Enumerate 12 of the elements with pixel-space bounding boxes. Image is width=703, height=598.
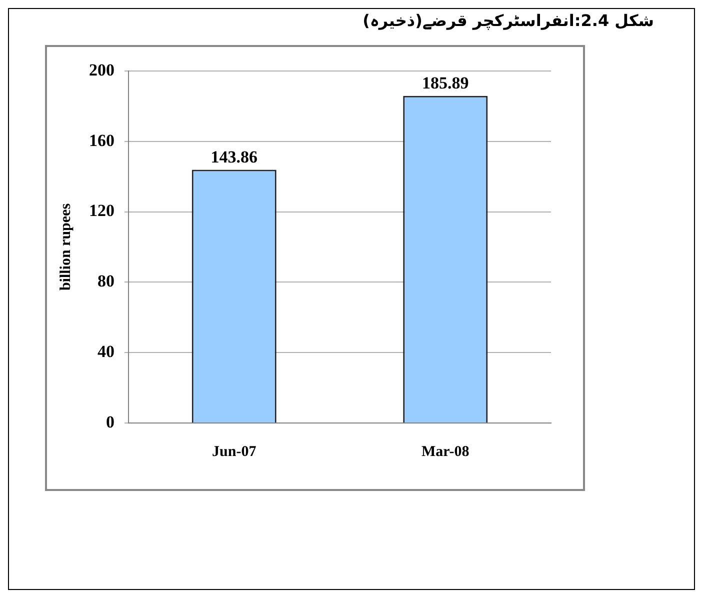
chart-title: شکل 2.4:انفراسٹرکچر قرضے(ذخیرہ) (362, 11, 654, 30)
data-label: 185.89 (422, 74, 469, 93)
x-tick-label: Jun-07 (212, 444, 257, 460)
y-tick-label: 200 (89, 60, 114, 80)
x-tick-label: Mar-08 (421, 444, 470, 460)
y-tick-label: 0 (106, 412, 114, 432)
y-tick-label: 120 (89, 201, 114, 220)
y-tick-label: 40 (98, 342, 114, 361)
y-axis-title: billion rupees (58, 203, 74, 291)
y-tick-label: 80 (98, 272, 114, 291)
y-tick-label: 160 (89, 130, 114, 150)
data-label: 143.86 (210, 148, 258, 167)
